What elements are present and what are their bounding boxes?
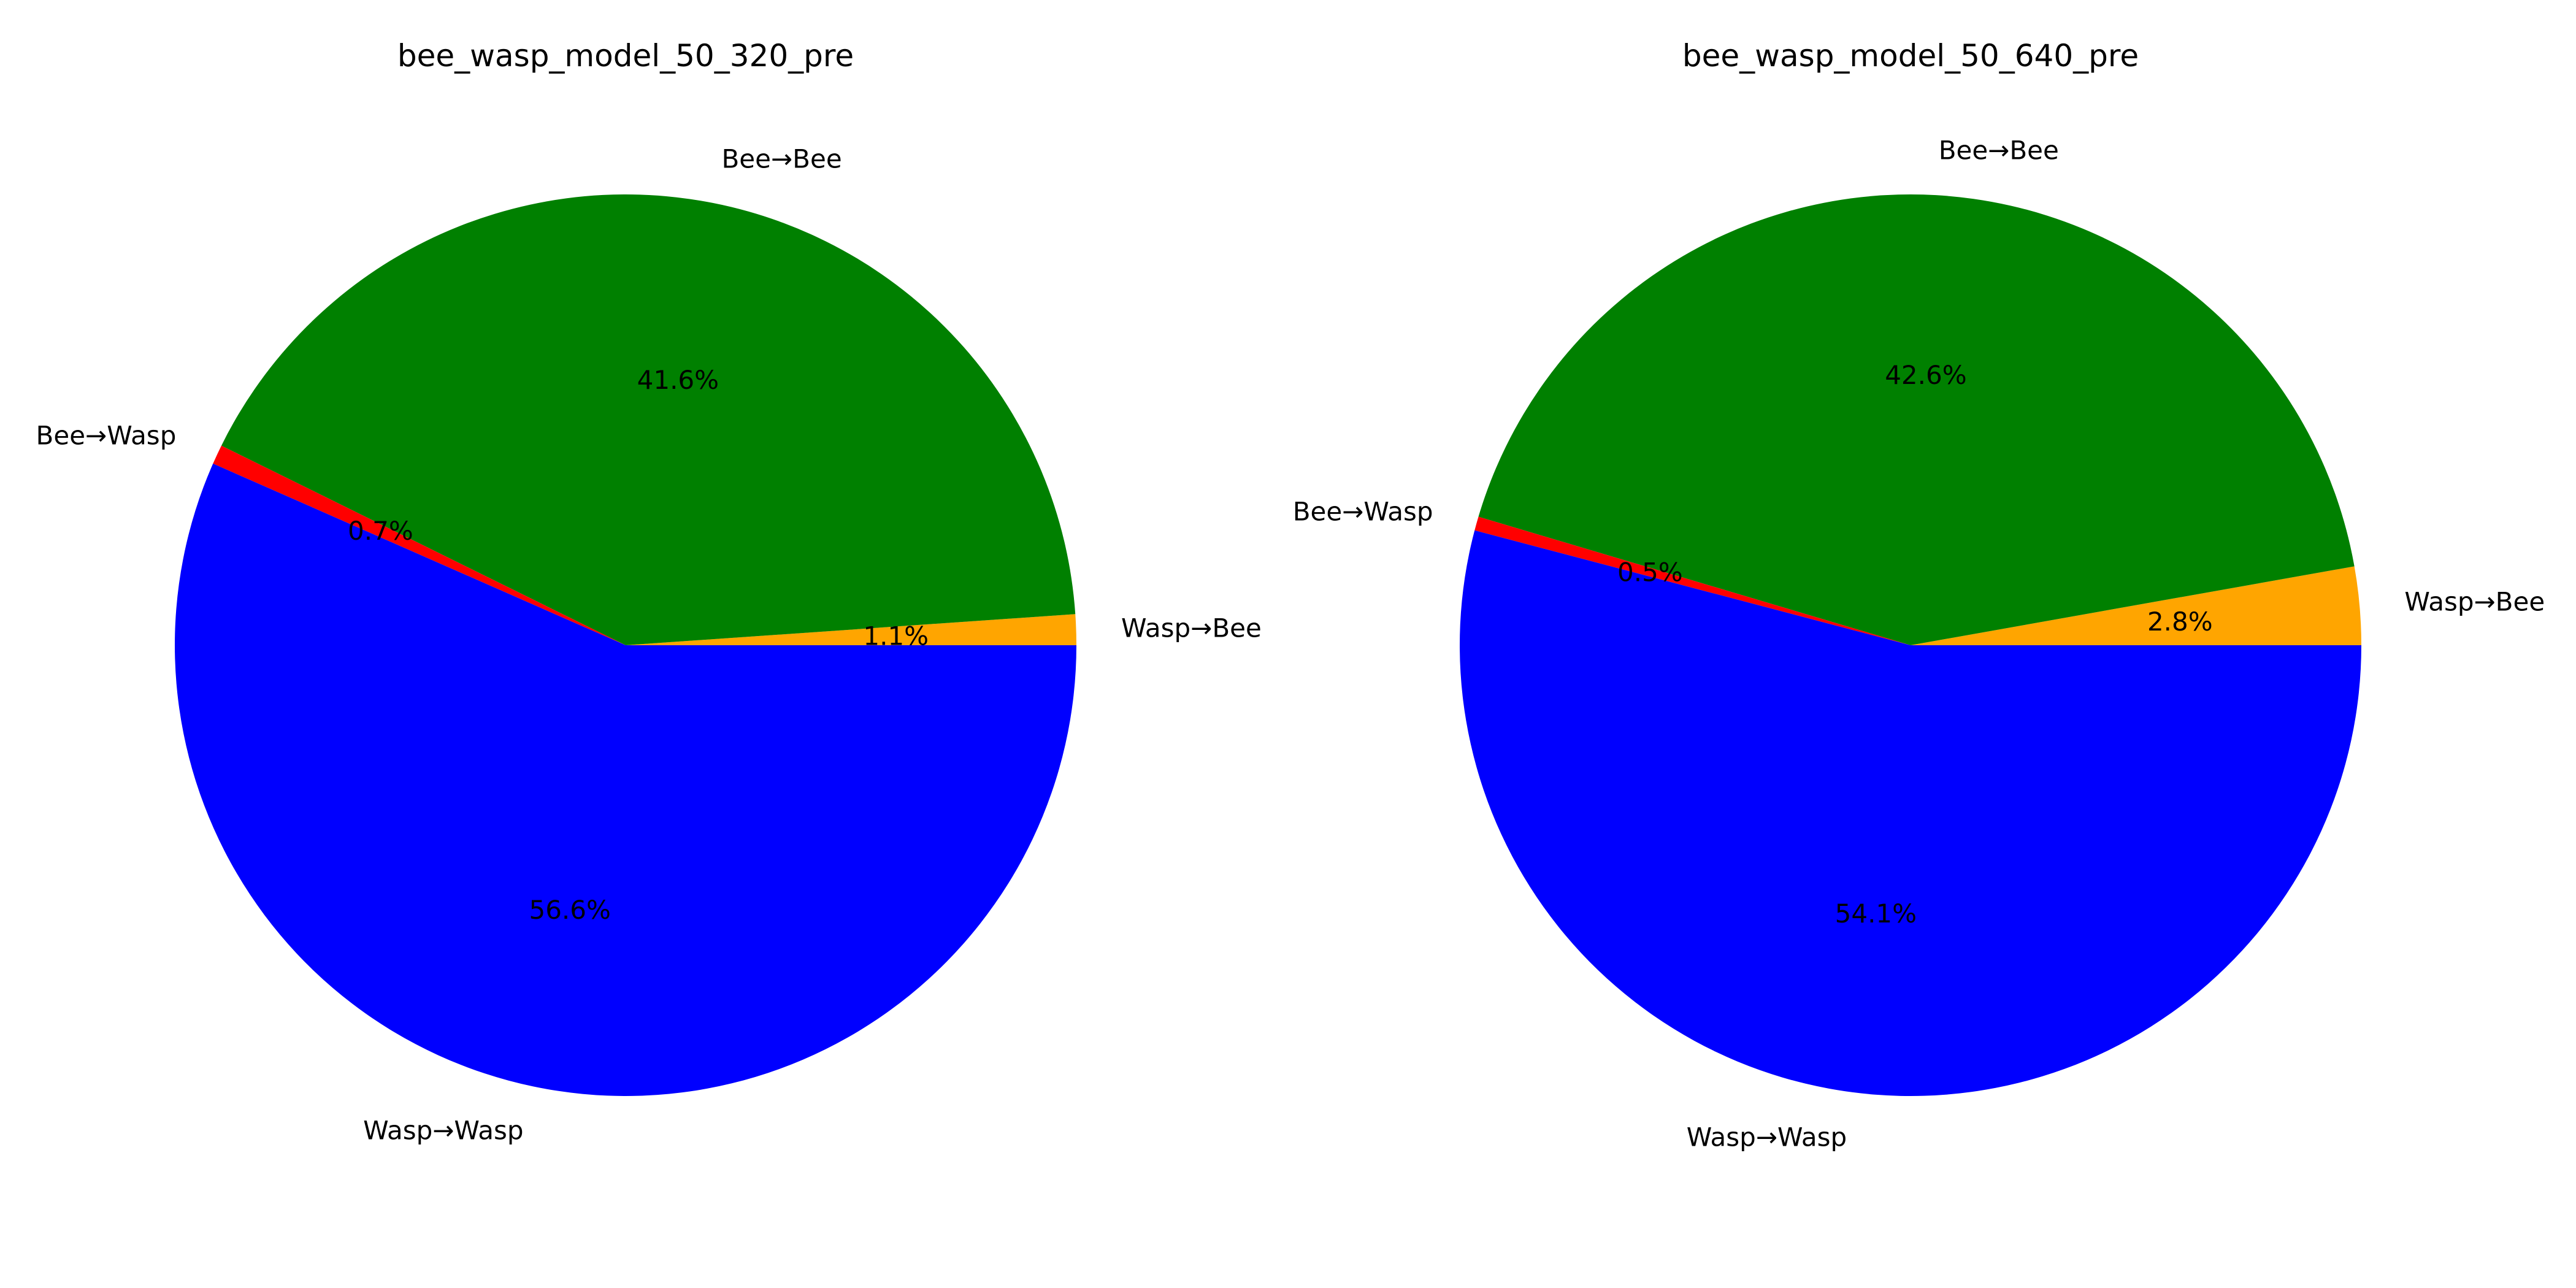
pct-label-bee-to-wasp-right: 0.5% xyxy=(1617,557,1683,587)
chart-title-right: bee_wasp_model_50_640_pre xyxy=(1682,38,2139,74)
slices-left xyxy=(175,194,1076,1096)
chart-title-left: bee_wasp_model_50_320_pre xyxy=(397,38,854,74)
slice-label-bee-to-wasp-right: Bee→Wasp xyxy=(1293,496,1433,526)
slice-label-bee-to-wasp-left: Bee→Wasp xyxy=(36,421,177,451)
pie-chart-right: bee_wasp_model_50_640_pre Wasp→Bee 2.8% Be… xyxy=(1293,38,2545,1152)
pie-slice-bee-to-bee-right xyxy=(1478,194,2355,645)
pie-slice-bee-to-bee-left xyxy=(221,194,1076,645)
slices-right xyxy=(1460,194,2361,1096)
labels-left: Wasp→Bee 1.1% Bee→Bee 41.6% Bee→Wasp 0.7% Wasp… xyxy=(36,144,1262,1145)
labels-right: Wasp→Bee 2.8% Bee→Bee 42.6% Bee→Wasp 0.5% Wasp… xyxy=(1293,135,2545,1152)
pie-slice-bee-to-wasp-right xyxy=(1474,516,1911,645)
pie-slice-bee-to-wasp-left xyxy=(213,445,626,645)
pct-label-bee-to-wasp-left: 0.7% xyxy=(348,516,413,546)
slice-label-bee-to-bee-left: Bee→Bee xyxy=(721,144,841,174)
pie-slice-wasp-to-bee-left xyxy=(626,614,1076,645)
pct-label-wasp-to-wasp-left: 56.6% xyxy=(529,895,610,925)
pie-slice-wasp-to-wasp-left xyxy=(175,463,1076,1096)
pct-label-bee-to-bee-left: 41.6% xyxy=(637,365,719,395)
slice-label-bee-to-bee-right: Bee→Bee xyxy=(1939,135,2059,165)
slice-label-wasp-to-wasp-left: Wasp→Wasp xyxy=(363,1116,523,1146)
slice-label-wasp-to-bee-right: Wasp→Bee xyxy=(2404,586,2545,616)
pct-label-wasp-to-wasp-right: 54.1% xyxy=(1835,899,1917,929)
slice-label-wasp-to-wasp-right: Wasp→Wasp xyxy=(1687,1122,1847,1152)
pct-label-wasp-to-bee-right: 2.8% xyxy=(2147,607,2213,637)
pie-slice-wasp-to-bee-right xyxy=(1911,566,2361,645)
pct-label-wasp-to-bee-left: 1.1% xyxy=(863,621,929,651)
pct-label-bee-to-bee-right: 42.6% xyxy=(1885,360,1966,390)
slice-label-wasp-to-bee-left: Wasp→Bee xyxy=(1121,613,1262,643)
pie-chart-left: bee_wasp_model_50_320_pre Wasp→Bee 1.1% Be… xyxy=(36,38,1262,1146)
pie-slice-wasp-to-wasp-right xyxy=(1460,530,2361,1096)
